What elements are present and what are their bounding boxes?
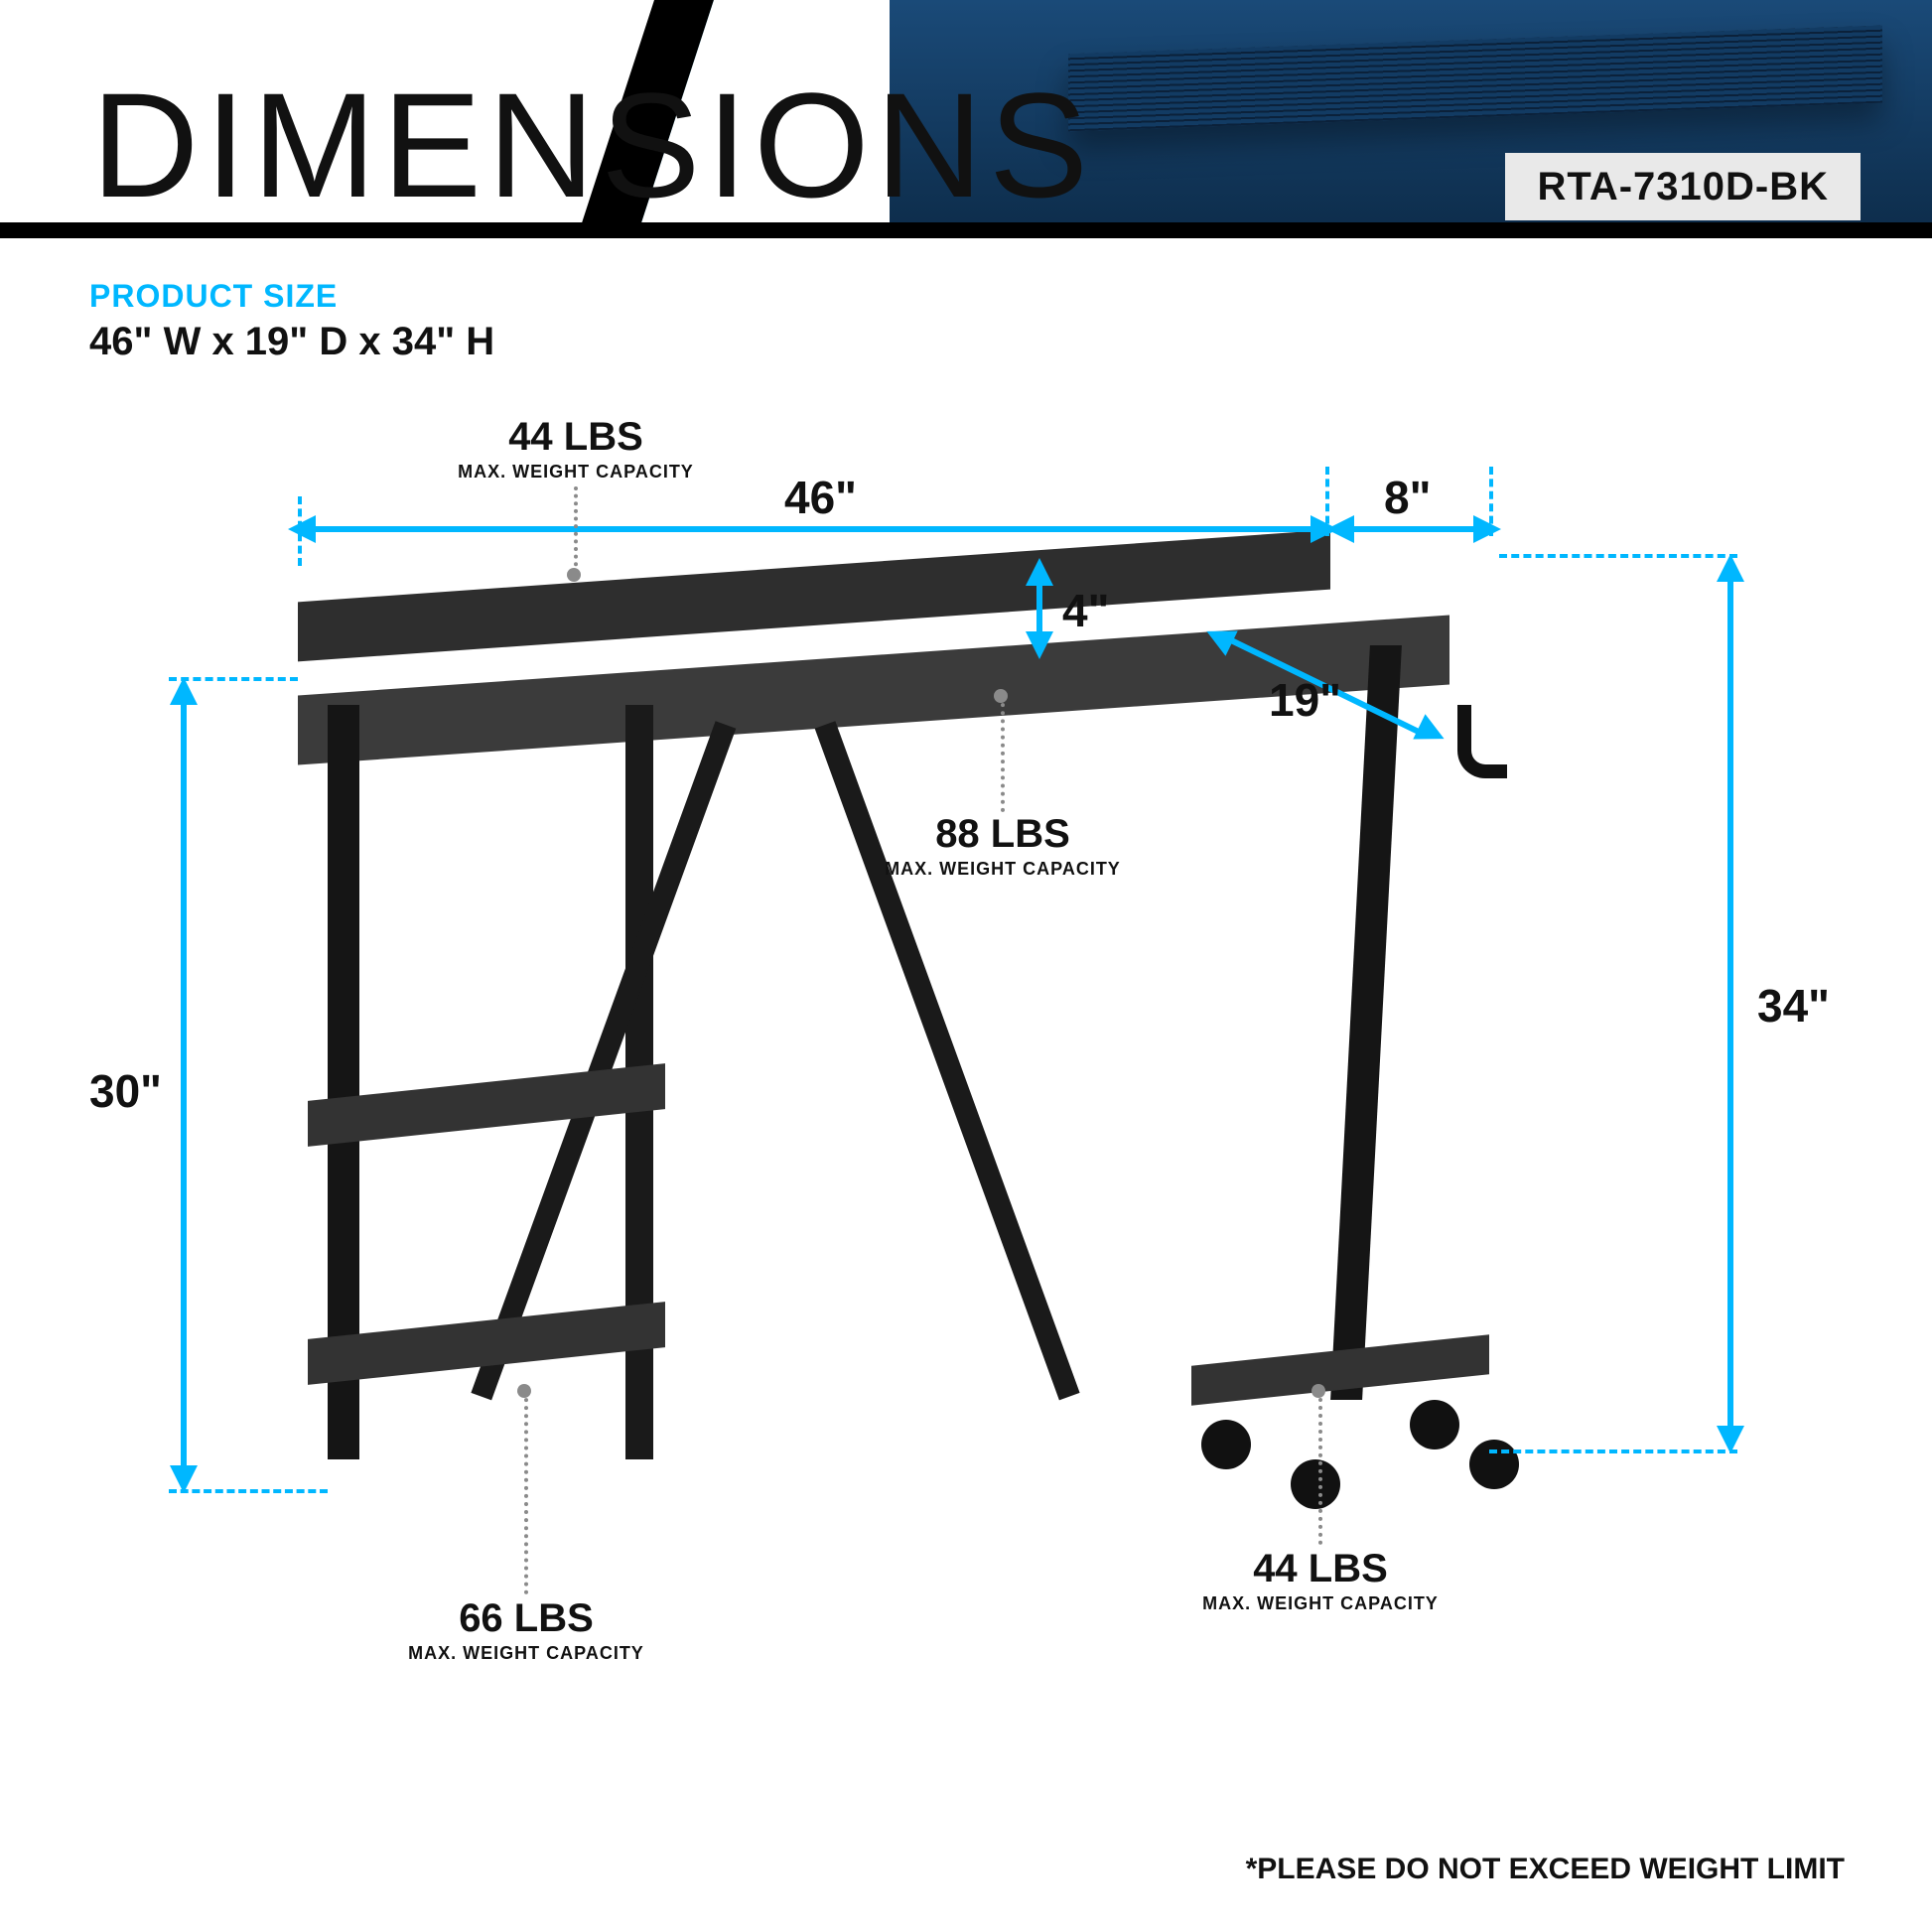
leader-line [1318, 1390, 1322, 1545]
product-size-label: PRODUCT SIZE [89, 280, 338, 312]
model-badge: RTA-7310D-BK [1505, 153, 1861, 220]
arrow-left-icon [288, 515, 316, 543]
weight-value: 66 LBS [397, 1598, 655, 1638]
dim-total-height [1727, 578, 1733, 1430]
header-band: DIMENSIONS RTA-7310D-BK [0, 0, 1932, 238]
dim-label-total-height: 34" [1757, 983, 1830, 1029]
product-sketch [298, 566, 1588, 1509]
weight-caption: MAX. WEIGHT CAPACITY [874, 860, 1132, 878]
arrow-up-icon [1717, 554, 1744, 582]
cart-wheel [1201, 1420, 1251, 1469]
cart-wheel [1291, 1459, 1340, 1509]
weight-value: 88 LBS [874, 814, 1132, 854]
dim-riser-width [312, 526, 1314, 532]
product-size-value: 46" W x 19" D x 34" H [89, 322, 494, 361]
leader-line [574, 486, 578, 574]
dim-label-desk-depth: 19" [1269, 677, 1341, 723]
header-title: DIMENSIONS [91, 60, 1094, 231]
dim-riser-depth [1350, 526, 1477, 532]
headphone-hook [1457, 705, 1507, 778]
cart-wheel [1469, 1440, 1519, 1489]
leader-dot-icon [994, 689, 1008, 703]
weight-cart: 44 LBS MAX. WEIGHT CAPACITY [1191, 1549, 1449, 1612]
arrow-up-icon [170, 677, 198, 705]
weight-desk: 88 LBS MAX. WEIGHT CAPACITY [874, 814, 1132, 878]
arrow-down-icon [1717, 1426, 1744, 1453]
arrow-down-icon [170, 1465, 198, 1493]
leader-dot-icon [1311, 1384, 1325, 1398]
dim-label-riser-height: 4" [1062, 588, 1109, 633]
cart-wheel [1410, 1400, 1459, 1449]
page: DIMENSIONS RTA-7310D-BK PRODUCT SIZE 46"… [0, 0, 1932, 1932]
leader-dot-icon [567, 568, 581, 582]
leader-dot-icon [517, 1384, 531, 1398]
dim-desk-height [181, 701, 187, 1469]
v-brace-left [471, 721, 736, 1400]
leader-line [1001, 695, 1005, 812]
ext-line [1499, 554, 1737, 558]
weight-caption: MAX. WEIGHT CAPACITY [1191, 1594, 1449, 1612]
shelf-upper [308, 1063, 665, 1147]
arrow-right-icon [1473, 515, 1501, 543]
weight-caption: MAX. WEIGHT CAPACITY [397, 1644, 655, 1662]
arrow-down-icon [1026, 631, 1053, 659]
weight-value: 44 LBS [447, 417, 705, 457]
dim-label-riser-depth: 8" [1384, 475, 1431, 520]
weight-shelves: 66 LBS MAX. WEIGHT CAPACITY [397, 1598, 655, 1662]
leader-line [524, 1390, 528, 1594]
arrow-left-icon [1326, 515, 1354, 543]
dim-label-riser-width: 46" [784, 475, 857, 520]
weight-value: 44 LBS [1191, 1549, 1449, 1588]
arrow-up-icon [1026, 558, 1053, 586]
ext-line [1489, 1449, 1737, 1453]
dim-label-desk-height: 30" [89, 1068, 162, 1114]
weight-caption: MAX. WEIGHT CAPACITY [447, 463, 705, 481]
footnote: *PLEASE DO NOT EXCEED WEIGHT LIMIT [1246, 1855, 1845, 1884]
weight-riser: 44 LBS MAX. WEIGHT CAPACITY [447, 417, 705, 481]
leg-right [1330, 645, 1402, 1400]
header-underline [0, 222, 1932, 238]
